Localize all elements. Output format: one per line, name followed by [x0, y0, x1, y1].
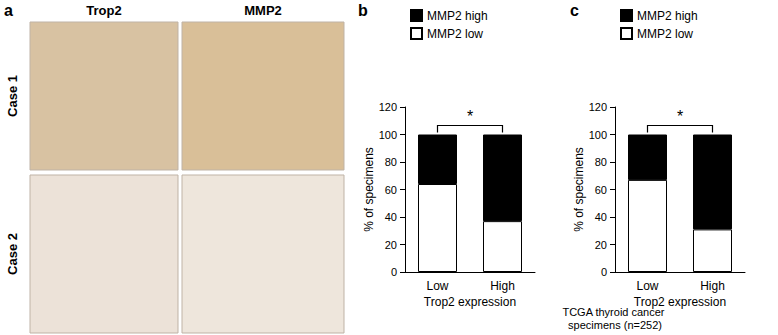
svg-text:MMP2: MMP2: [244, 3, 282, 18]
svg-text:MMP2 high: MMP2 high: [637, 9, 698, 23]
svg-text:80: 80: [385, 156, 397, 168]
svg-text:20: 20: [595, 239, 607, 251]
svg-text:Trop2: Trop2: [86, 3, 121, 18]
svg-text:MMP2 high: MMP2 high: [427, 9, 488, 23]
svg-text:b: b: [358, 2, 368, 19]
svg-text:TCGA thyroid cancer: TCGA thyroid cancer: [562, 305, 668, 318]
svg-text:c: c: [570, 2, 579, 19]
svg-text:Trop2 expression: Trop2 expression: [634, 295, 726, 309]
svg-text:40: 40: [385, 211, 397, 223]
svg-text:Case 1: Case 1: [5, 75, 20, 117]
svg-text:0: 0: [391, 266, 397, 278]
svg-text:0: 0: [601, 266, 607, 278]
svg-text:100: 100: [589, 129, 607, 141]
svg-text:a: a: [4, 2, 13, 19]
svg-text:% of specimens: % of specimens: [572, 147, 586, 232]
svg-text:40: 40: [595, 211, 607, 223]
svg-text:% of specimens: % of specimens: [362, 147, 376, 232]
svg-text:60: 60: [385, 184, 397, 196]
svg-text:specimens (n=252): specimens (n=252): [568, 319, 662, 331]
svg-text:20: 20: [385, 239, 397, 251]
svg-text:High: High: [700, 279, 725, 293]
svg-text:120: 120: [379, 101, 397, 113]
svg-text:Case 2: Case 2: [5, 233, 20, 275]
svg-text:MMP2 low: MMP2 low: [427, 27, 483, 41]
svg-text:120: 120: [589, 101, 607, 113]
svg-text:Trop2 expression: Trop2 expression: [424, 295, 516, 309]
svg-text:High: High: [490, 279, 515, 293]
svg-text:60: 60: [595, 184, 607, 196]
svg-text:100: 100: [379, 129, 397, 141]
svg-text:MMP2 low: MMP2 low: [637, 27, 693, 41]
svg-text:Low: Low: [426, 279, 448, 293]
svg-text:*: *: [677, 108, 683, 125]
svg-text:80: 80: [595, 156, 607, 168]
svg-text:Low: Low: [636, 279, 658, 293]
svg-text:*: *: [467, 108, 473, 125]
